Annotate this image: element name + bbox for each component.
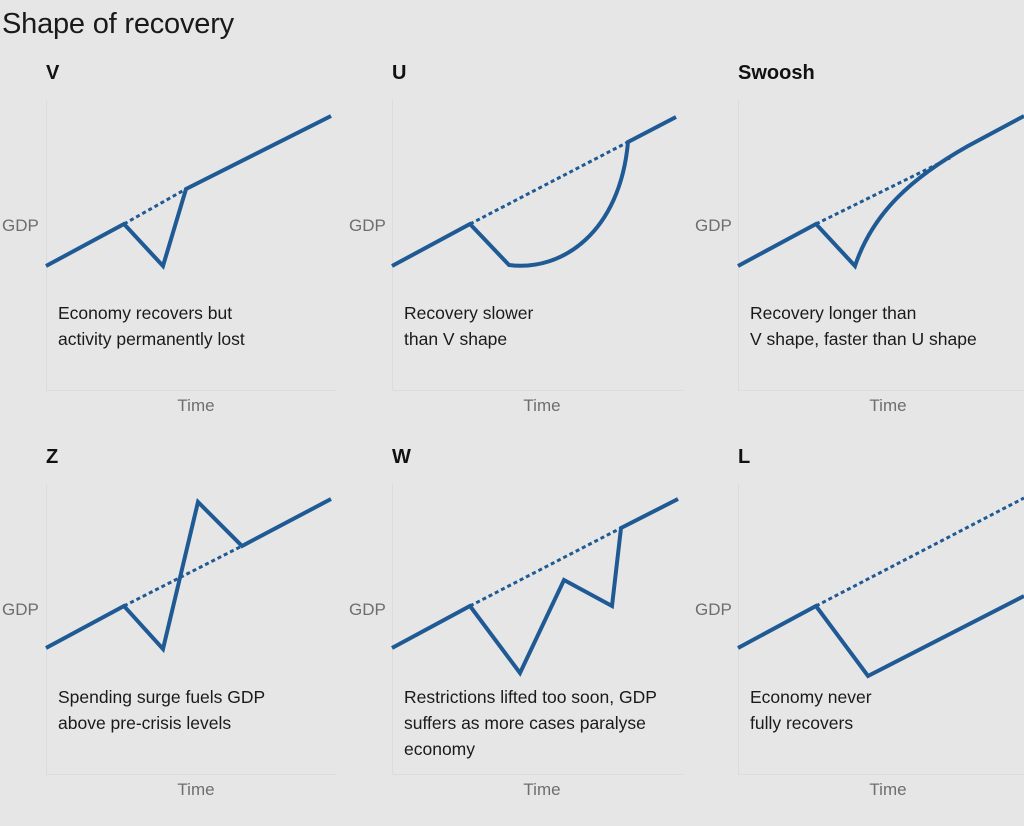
x-axis-label: Time — [869, 396, 907, 415]
panel-w: W Restrictions lifted too soon, GDP suff… — [391, 446, 692, 826]
gdp-line — [391, 115, 677, 268]
gdp-line — [45, 114, 332, 270]
trend-line — [469, 140, 629, 226]
gdp-line — [391, 497, 679, 677]
chart-v — [45, 114, 332, 270]
panel-u: U Recovery slower than V shape Time — [391, 62, 692, 442]
plot-area — [46, 100, 337, 391]
plot-area — [46, 484, 337, 775]
panel-title: Swoosh — [738, 62, 815, 84]
x-axis-label: Time — [869, 780, 907, 799]
panel-title: L — [738, 446, 751, 468]
panel-z: Z Spending surge fuels GDP above pre-cri… — [45, 446, 346, 826]
y-axis-label: GDP — [2, 600, 39, 619]
caption: Economy never fully recovers — [750, 687, 872, 733]
plot-area — [738, 100, 1024, 391]
caption: Recovery longer than V shape, faster tha… — [750, 303, 977, 349]
plot-area — [392, 484, 683, 775]
caption: Restrictions lifted too soon, GDP suffer… — [404, 687, 657, 759]
caption: Spending surge fuels GDP above pre-crisi… — [58, 687, 266, 733]
panel-title: Z — [46, 446, 59, 468]
gdp-line — [45, 497, 332, 654]
chart-w — [391, 497, 679, 677]
chart-swoosh — [737, 114, 1024, 270]
trend-line — [123, 544, 243, 608]
chart-l — [737, 496, 1024, 679]
page-title: Shape of recovery — [2, 8, 234, 40]
gdp-line — [737, 594, 1024, 679]
y-axis-label: GDP — [349, 600, 386, 619]
chart-z — [45, 497, 332, 654]
panel-title: U — [392, 62, 407, 84]
y-axis-label: GDP — [349, 216, 386, 235]
trend-line — [815, 156, 951, 226]
y-axis-label: GDP — [2, 216, 39, 235]
trend-line — [469, 526, 622, 608]
y-axis-label: GDP — [695, 600, 732, 619]
chart-u — [391, 115, 677, 268]
x-axis-label: Time — [177, 780, 215, 799]
panel-l: L Economy never fully recovers Time — [737, 446, 1024, 826]
panel-swoosh: Swoosh Recovery longer than V shape, fas… — [737, 62, 1024, 442]
y-axis-label: GDP — [695, 216, 732, 235]
x-axis-label: Time — [177, 396, 215, 415]
x-axis-label: Time — [523, 780, 561, 799]
gdp-line — [737, 114, 1024, 270]
caption: Recovery slower than V shape — [404, 303, 534, 349]
plot-area — [392, 100, 683, 391]
plot-area — [738, 484, 1024, 775]
caption: Economy recovers but activity permanentl… — [58, 303, 245, 349]
x-axis-label: Time — [523, 396, 561, 415]
panel-v: V Economy recovers but activity permanen… — [45, 62, 346, 442]
trend-line — [815, 496, 1024, 608]
panel-title: W — [392, 446, 411, 468]
trend-line — [123, 187, 187, 226]
panel-title: V — [46, 62, 60, 84]
